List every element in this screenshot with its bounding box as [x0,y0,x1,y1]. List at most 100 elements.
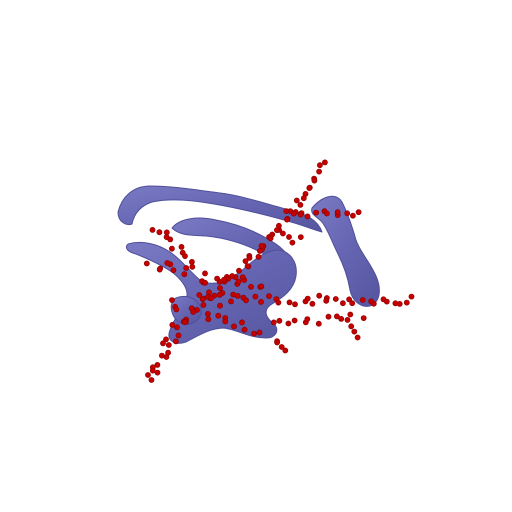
atom-point [301,196,306,201]
atom-point [286,234,291,239]
atom-point [205,311,210,316]
atom-point [223,319,228,324]
atom-point [349,324,354,329]
atom-point [291,211,296,216]
atom-point [317,163,322,168]
atom-point [355,335,360,340]
atom-point [360,297,365,302]
atom-point [292,302,297,307]
atom-point [317,293,322,298]
atom-point [345,317,350,322]
atom-point [305,296,310,301]
atom-point [271,320,276,325]
atom-point [294,198,299,203]
atom-point [266,294,271,299]
atom-point [350,301,355,306]
atom-point [169,298,174,303]
atom-point [150,227,155,232]
atom-point [173,339,178,344]
atom-point [270,232,275,237]
atom-point [171,268,176,273]
atom-point [298,202,303,207]
atom-point [174,325,179,330]
atom-point [384,299,389,304]
atom-point [253,294,258,299]
atom-point [217,292,222,297]
atom-point [317,169,322,174]
atom-point [217,303,222,308]
atom-point [165,260,170,265]
atom-point [258,299,263,304]
atom-point [144,261,149,266]
atom-point [201,302,206,307]
atom-point [231,324,236,329]
atom-point [243,298,248,303]
atom-point [257,330,262,335]
atom-point [404,300,409,305]
atom-point [259,284,264,289]
atom-point [170,322,175,327]
atom-point [350,213,355,218]
atom-point [326,314,331,319]
atom-point [259,243,264,248]
atom-point [322,160,327,165]
atom-point [409,294,414,299]
atom-point [216,313,221,318]
atom-point [361,316,366,321]
atom-point [316,321,321,326]
atom-point [184,265,189,270]
atom-point [275,340,280,345]
atom-point [174,307,179,312]
atom-point [245,264,250,269]
atom-point [286,321,291,326]
atom-point [189,259,194,264]
atom-point [206,317,211,322]
atom-point [157,230,162,235]
atom-point [215,276,220,281]
atom-point [292,318,297,323]
atom-point [283,348,288,353]
atom-point [197,292,202,297]
atom-point [290,240,295,245]
atom-point [277,318,282,323]
atom-point [182,320,187,325]
atom-point [160,341,165,346]
atom-point [203,280,208,285]
atom-point [182,272,187,277]
atom-point [307,186,312,191]
atom-point [397,301,402,306]
atom-point [284,217,289,222]
atom-point [305,317,310,322]
atom-point [345,211,350,216]
atom-point [236,268,241,273]
atom-point [339,316,344,321]
atom-point [179,244,184,249]
atom-point [182,254,187,259]
atom-point [305,214,310,219]
atom-point [217,286,222,291]
atom-point [236,279,241,284]
atom-point [310,301,315,306]
atom-point [190,264,195,269]
atom-point [276,300,281,305]
atom-point [149,377,154,382]
atom-point [166,350,171,355]
atom-point [176,333,181,338]
atom-point [239,320,244,325]
atom-point [312,178,317,183]
atom-point [145,372,150,377]
atom-point [168,237,173,242]
atom-point [280,231,285,236]
atom-point [333,296,338,301]
atom-point [248,284,253,289]
atom-point [242,327,247,332]
atom-point [228,299,233,304]
atom-point [348,312,353,317]
atom-point [166,342,171,347]
atom-point [208,296,213,301]
atom-point [324,298,329,303]
atom-point [284,209,289,214]
atom-point [324,211,329,216]
